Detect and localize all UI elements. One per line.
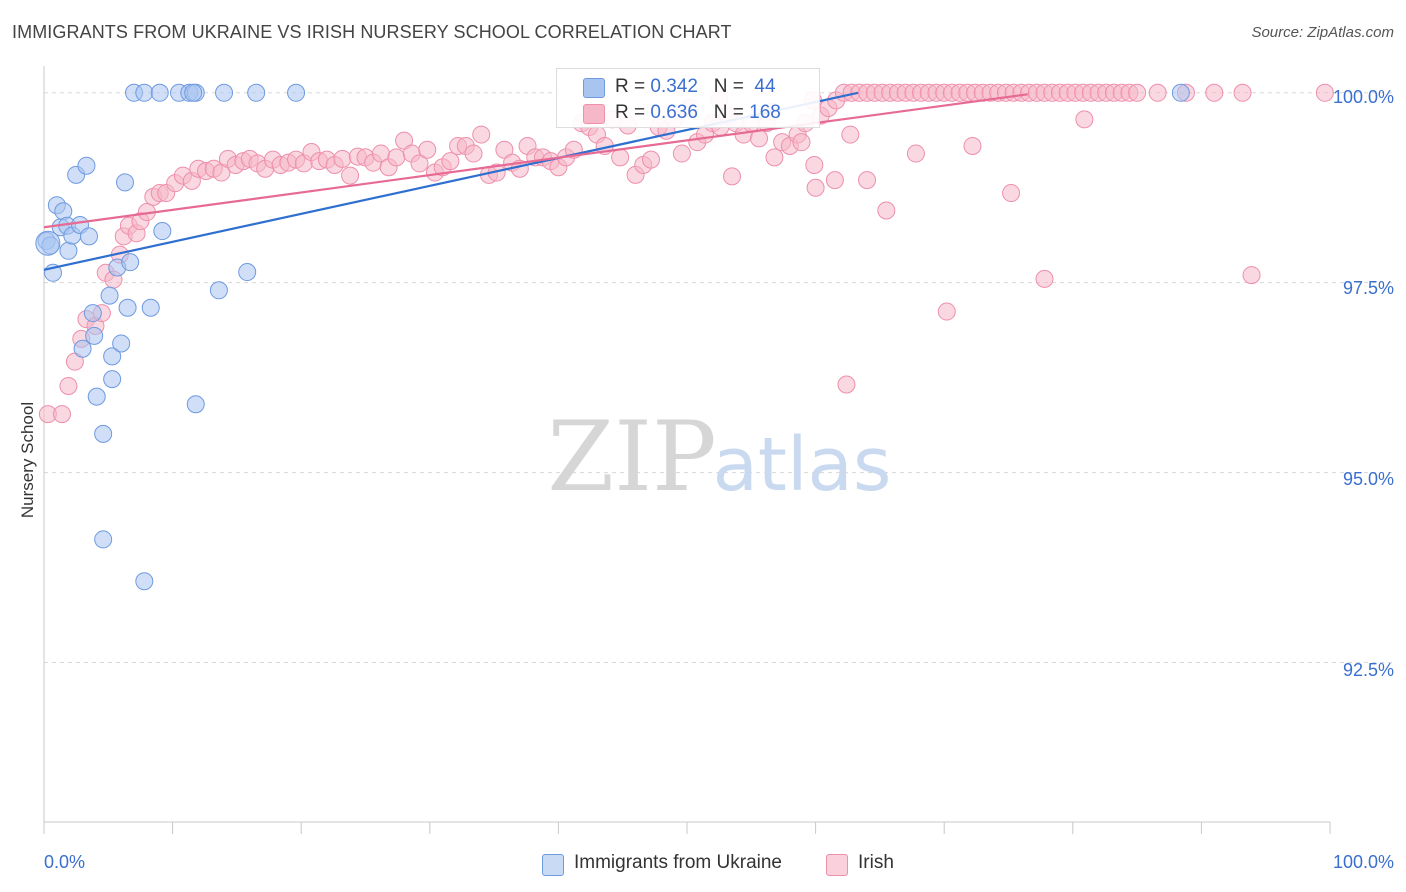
irish-point [1315,83,1334,102]
ukraine-point [35,230,61,256]
legend-swatch-irish [826,854,848,876]
stats-box: R = 0.342 N = 44 R = 0.636 N = 168 [556,68,820,128]
ukraine-point [94,530,113,549]
n-label: N = [713,76,750,97]
irish-point [611,148,630,167]
ukraine-point [184,83,203,102]
irish-point [341,166,360,185]
irish-point [858,171,877,190]
irish-point [53,405,72,424]
axes [43,66,1331,834]
irish-point [877,201,896,220]
ukraine-point [141,298,160,317]
irish-point [1148,83,1167,102]
irish-point [906,144,925,163]
irish-point [333,149,352,168]
ukraine-point [85,326,104,345]
ukraine-point [112,334,131,353]
ukraine-point [118,298,137,317]
ukraine-point [153,222,172,241]
irish-point [837,375,856,394]
chart-title: IMMIGRANTS FROM UKRAINE VS IRISH NURSERY… [12,22,732,42]
watermark-zip: ZIP [547,401,716,513]
irish-trend-line [43,93,1028,229]
ukraine-point [135,83,154,102]
y-tick-label: 95.0% [1342,469,1394,489]
ukraine-point [103,370,122,389]
x-tick-label-max: 100.0% [1332,852,1394,872]
irish-series [38,83,1334,424]
r-label: R = [615,102,651,123]
irish-point [1205,83,1224,102]
irish-point [1233,83,1252,102]
irish-point [1002,184,1021,203]
irish-point [387,148,406,167]
ukraine-point [1171,83,1190,102]
irish-point [641,150,660,169]
watermark-atlas: atlas [713,422,892,508]
ukraine-point [209,281,228,300]
y-tick-label: 100.0% [1332,87,1394,107]
irish-point [792,133,811,152]
ukraine-point [80,227,99,246]
irish-point [963,136,982,155]
source-label: Source: ZipAtlas.com [1251,24,1394,41]
irish-point [1242,266,1261,285]
y-axis-label: Nursery School [18,401,37,519]
r-label: R = [615,76,651,97]
irish-point [841,125,860,144]
ukraine-point [121,253,140,272]
irish-point [1035,269,1054,288]
grid-lines [44,92,1392,663]
legend-swatch-ukraine [542,854,564,876]
ukraine-point [150,83,169,102]
ukraine-point [87,387,106,406]
irish-swatch [583,104,605,124]
legend-label-ukraine: Immigrants from Ukraine [574,852,782,873]
r-value: 0.636 [650,102,698,123]
ukraine-point [77,156,96,175]
irish-point [1075,110,1094,129]
ukraine-point [287,83,306,102]
irish-point [441,152,460,171]
ukraine-point [247,83,266,102]
y-tick-label: 97.5% [1342,278,1394,298]
y-tick-label: 92.5% [1342,660,1394,680]
irish-point [418,140,437,159]
irish-point [937,302,956,321]
ukraine-point [103,347,122,366]
irish-point [472,125,491,144]
ukraine-point [135,572,154,591]
irish-point [59,376,78,395]
ukraine-point [116,173,135,192]
ukraine-point [186,395,205,414]
n-value: 44 [754,76,776,97]
irish-point [672,144,691,163]
irish-point [805,155,824,174]
irish-point [723,167,742,186]
ukraine-swatch [583,78,605,98]
ukraine-point [83,304,102,323]
irish-point [806,178,825,197]
x-tick-label-min: 0.0% [44,852,86,872]
n-value: 168 [749,102,781,123]
ukraine-point [215,83,234,102]
ukraine-point [59,241,78,260]
ukraine-point [73,339,92,358]
ukraine-point [238,263,257,282]
n-label: N = [713,102,750,123]
irish-point [410,154,429,173]
ukraine-point [94,424,113,443]
irish-point [464,144,483,163]
irish-point [765,148,784,167]
legend-label-irish: Irish [858,852,894,873]
irish-point [1128,83,1147,102]
watermark: ZIP atlas [547,401,891,513]
ukraine-point [100,286,119,305]
irish-point [825,171,844,190]
r-value: 0.342 [650,76,698,97]
